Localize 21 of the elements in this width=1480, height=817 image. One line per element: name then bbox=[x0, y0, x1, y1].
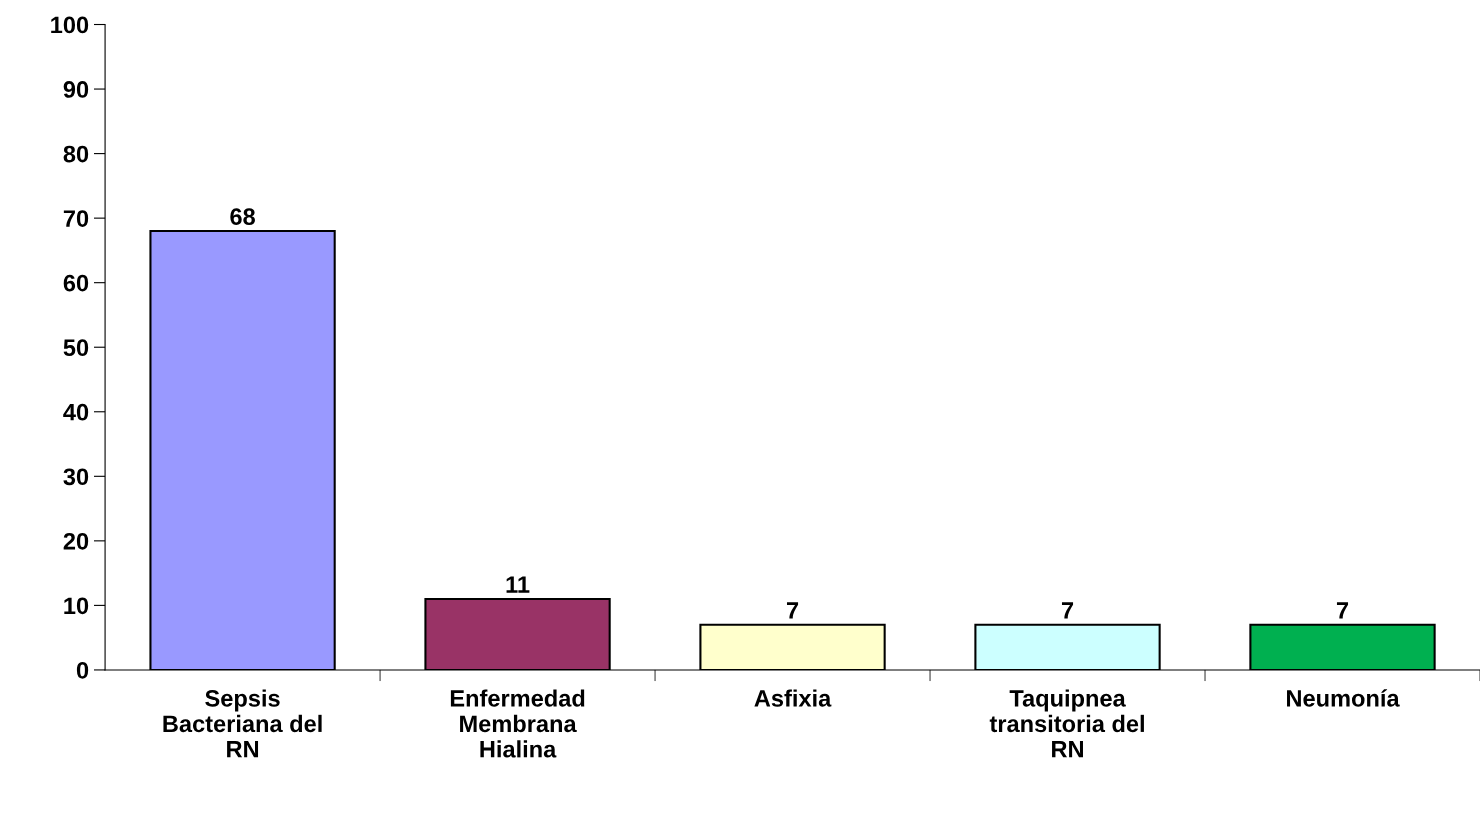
x-tick-label: Sepsis Bacteriana del RN bbox=[163, 689, 322, 758]
data-label: 7 bbox=[1061, 602, 1074, 619]
x-tick-label: Asfixia bbox=[754, 689, 832, 707]
y-tick-label: 50 bbox=[63, 339, 89, 357]
x-tick-label: Taquipnea transitoria del RN bbox=[989, 689, 1144, 758]
y-tick-label: 70 bbox=[63, 210, 89, 227]
data-label: 7 bbox=[786, 602, 799, 619]
y-tick-label: 0 bbox=[76, 662, 89, 679]
y-tick-label: 10 bbox=[64, 597, 89, 615]
y-tick-label: 100 bbox=[51, 16, 89, 34]
x-tick-label: Neumonía bbox=[1287, 689, 1400, 707]
data-label: 11 bbox=[506, 576, 530, 593]
y-tick-label: 60 bbox=[63, 274, 89, 292]
y-tick-label: 40 bbox=[63, 403, 89, 421]
y-tick-label: 90 bbox=[63, 81, 89, 98]
data-label: 7 bbox=[1336, 602, 1349, 619]
data-label: 68 bbox=[230, 208, 255, 225]
x-tick-label: Enfermedad Membrana Hialina bbox=[450, 689, 585, 758]
y-tick-label: 20 bbox=[63, 532, 89, 550]
y-tick-label: 80 bbox=[63, 145, 89, 163]
y-tick-label: 30 bbox=[63, 468, 89, 486]
